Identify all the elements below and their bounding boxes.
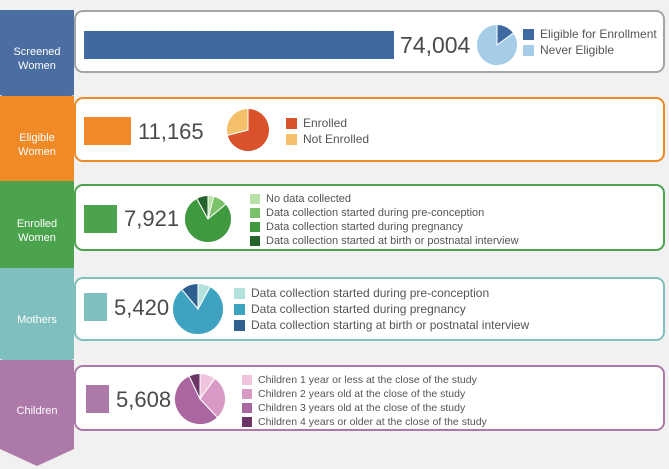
stage-value: 5,608 [116, 387, 172, 412]
stage-bar [86, 385, 109, 413]
legend-swatch [523, 44, 534, 56]
legend-label: Data collection starting at birth or pos… [251, 318, 530, 332]
legend-label: Data collection started during pre-conce… [251, 286, 490, 300]
legend-swatch [242, 403, 252, 413]
legend-item: Data collection started during pre-conce… [234, 285, 529, 301]
stage-legend: No data collected Data collection started… [250, 192, 519, 248]
stage-pie [476, 23, 518, 66]
pie-slice [172, 285, 224, 335]
legend-label: Data collection started at birth or post… [266, 235, 519, 247]
legend-swatch [250, 222, 260, 232]
stage-label: Screened Women [13, 45, 61, 72]
pie-svg [174, 372, 226, 425]
legend-swatch [234, 287, 245, 299]
stage-bar [84, 117, 131, 145]
legend-item: Children 3 years old at the close of the… [242, 401, 487, 415]
pie-slice [188, 372, 201, 400]
legend-label: Enrolled [303, 116, 348, 130]
legend-item: Eligible for Enrollment [523, 26, 657, 42]
pie-svg [476, 23, 518, 66]
legend-label: Data collection started during pregnancy [251, 302, 466, 316]
legend-item: Data collection started during pregnancy [250, 220, 519, 234]
legend-item: Data collection started during pregnancy [234, 301, 529, 317]
stage-label: Mothers [17, 314, 57, 326]
legend-item: Never Eligible [523, 42, 657, 58]
stage-value: 7,921 [124, 206, 180, 231]
pie-slice [476, 23, 518, 66]
stage-card-screened: 74,004 Eligible for Enrollment Never Elig… [74, 10, 665, 73]
legend-label: Data collection started during pre-conce… [266, 207, 485, 219]
legend-swatch [250, 236, 260, 246]
stage-card-children: 5,608 Children 1 year or less at the clo… [74, 365, 665, 431]
pie-svg [226, 107, 270, 152]
legend-swatch [523, 28, 534, 40]
stage-bar [84, 31, 394, 59]
legend-item: Enrolled [286, 115, 369, 131]
legend-item: Children 1 year or less at the close of … [242, 373, 487, 387]
legend-swatch [242, 375, 252, 385]
stage-value: 74,004 [400, 32, 471, 58]
legend-label: Never Eligible [540, 43, 615, 57]
legend-swatch [250, 194, 260, 204]
legend-item: Data collection started during pre-conce… [250, 206, 519, 220]
legend-swatch [286, 117, 297, 129]
legend-swatch [242, 417, 252, 427]
legend-swatch [234, 303, 245, 315]
legend-item: Children 4 years or older at the close o… [242, 415, 487, 429]
stage-legend: Eligible for Enrollment Never Eligible [523, 26, 657, 58]
stage-card-eligible: 11,165 Enrolled Not Enrolled [74, 97, 665, 162]
legend-item: Data collection started at birth or post… [250, 234, 519, 248]
stage-value: 11,165 [138, 119, 204, 144]
stage-card-enrolled: 7,921 No data collected Data collection s… [74, 184, 665, 251]
pie-slice [226, 107, 249, 136]
stage-legend: Data collection started during pre-conce… [234, 285, 529, 333]
stage-pie [174, 372, 226, 425]
pie-slice [181, 282, 199, 311]
stage-label: Enrolled Women [16, 218, 58, 244]
pie-slice [199, 377, 226, 419]
pie-svg [184, 194, 232, 243]
legend-swatch [286, 133, 297, 145]
stage-pie [184, 194, 232, 243]
legend-label: No data collected [266, 193, 351, 205]
legend-item: Data collection starting at birth or pos… [234, 317, 529, 333]
stage-bar [84, 293, 107, 321]
legend-label: Eligible for Enrollment [540, 27, 657, 41]
pie-slice [184, 197, 232, 243]
stage-chevron-mothers: Mothers [0, 268, 74, 376]
legend-label: Data collection started during pregnancy [266, 221, 463, 233]
pie-slice [174, 375, 219, 425]
stage-card-mothers: 5,420 Data collection started during pre… [74, 277, 665, 341]
legend-label: Children 3 years old at the close of the… [258, 402, 466, 414]
stage-pie [226, 107, 270, 152]
legend-item: Children 2 years old at the close of the… [242, 387, 487, 401]
stage-chevron-enrolled: Enrolled Women [0, 181, 74, 285]
pie-slice [195, 194, 209, 220]
pie-svg [172, 282, 224, 335]
legend-item: No data collected [250, 192, 519, 206]
stage-label: Children [16, 405, 58, 417]
stage-pie [172, 282, 224, 335]
legend-swatch [242, 389, 252, 399]
stage-value: 5,420 [114, 295, 170, 320]
stage-chevron-screened: Screened Women [0, 10, 74, 111]
stage-chevron-children: Children [0, 360, 74, 466]
legend-label: Children 4 years or older at the close o… [258, 416, 487, 428]
stage-legend: Enrolled Not Enrolled [286, 115, 369, 147]
legend-item: Not Enrolled [286, 131, 369, 147]
legend-swatch [234, 319, 245, 331]
legend-swatch [250, 208, 260, 218]
legend-label: Children 2 years old at the close of the… [258, 388, 466, 400]
stage-bar [84, 205, 117, 233]
stage-label: Eligible Women [18, 132, 56, 158]
stage-legend: Children 1 year or less at the close of … [242, 373, 487, 429]
legend-label: Children 1 year or less at the close of … [258, 374, 477, 386]
legend-label: Not Enrolled [303, 132, 370, 146]
